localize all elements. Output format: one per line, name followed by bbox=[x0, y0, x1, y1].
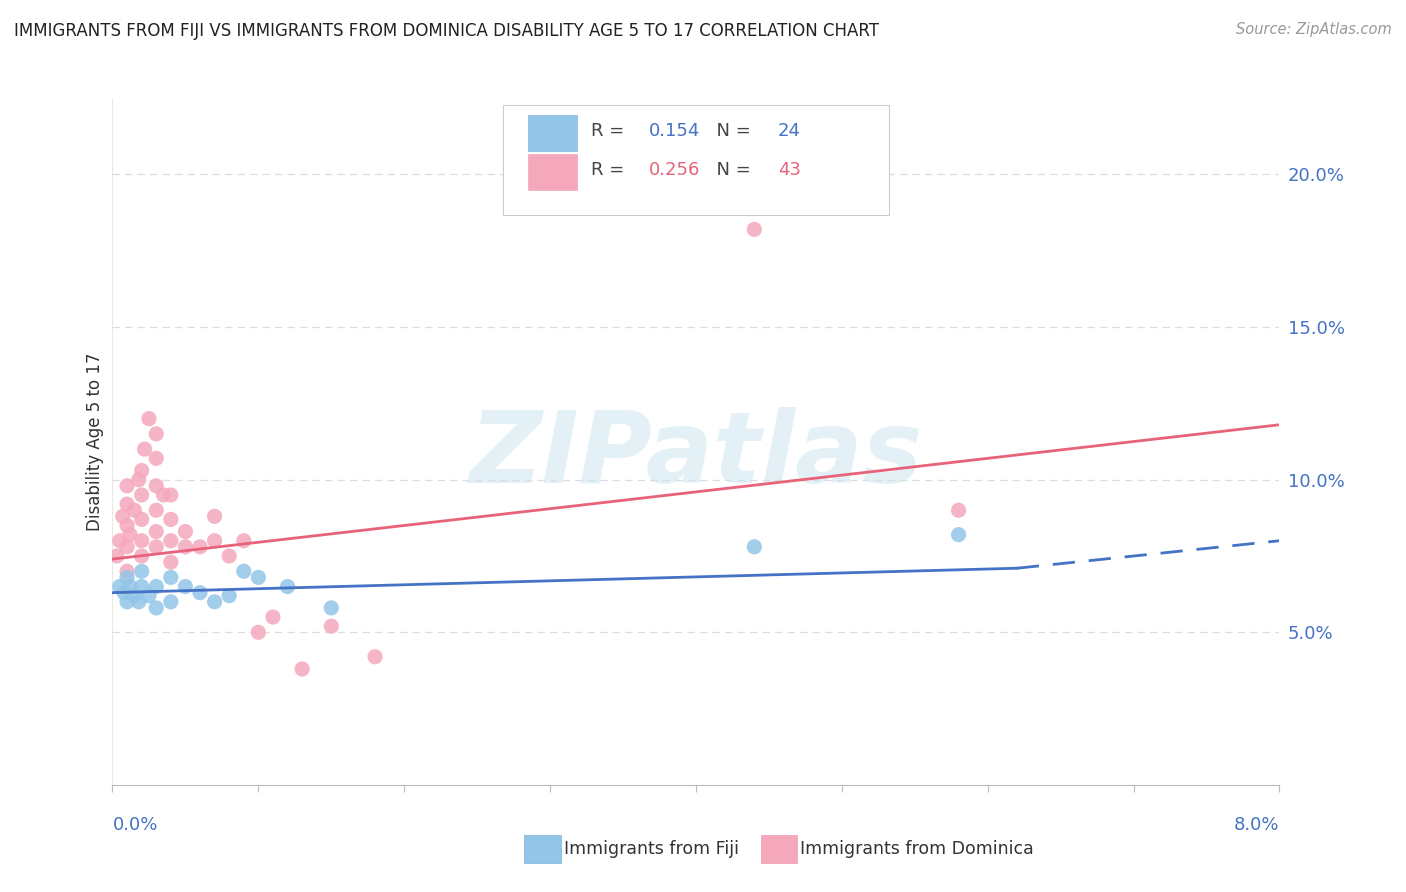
Point bbox=[131, 564, 153, 578]
Point bbox=[145, 601, 167, 615]
Point bbox=[321, 619, 343, 633]
Point bbox=[247, 625, 270, 640]
Point bbox=[118, 527, 141, 541]
Point bbox=[232, 564, 254, 578]
Point bbox=[160, 533, 183, 548]
Point bbox=[138, 411, 160, 425]
Point bbox=[145, 503, 167, 517]
Text: ZIPatlas: ZIPatlas bbox=[470, 407, 922, 504]
Point bbox=[145, 479, 167, 493]
Point bbox=[131, 488, 153, 502]
Y-axis label: Disability Age 5 to 17: Disability Age 5 to 17 bbox=[86, 352, 104, 531]
FancyBboxPatch shape bbox=[527, 115, 576, 151]
Text: R =: R = bbox=[591, 122, 630, 140]
Point bbox=[115, 479, 138, 493]
Point bbox=[232, 533, 254, 548]
Point bbox=[160, 595, 183, 609]
Point bbox=[145, 540, 167, 554]
Point bbox=[115, 595, 138, 609]
Point bbox=[174, 524, 197, 539]
Text: 43: 43 bbox=[778, 161, 800, 179]
Text: N =: N = bbox=[706, 161, 756, 179]
Point bbox=[111, 509, 134, 524]
Point bbox=[128, 473, 150, 487]
Point bbox=[204, 595, 226, 609]
Point bbox=[948, 527, 970, 541]
Point bbox=[124, 503, 146, 517]
Text: 0.154: 0.154 bbox=[650, 122, 700, 140]
Point bbox=[108, 580, 131, 594]
Point bbox=[188, 585, 211, 599]
Point bbox=[115, 518, 138, 533]
Point bbox=[291, 662, 314, 676]
FancyBboxPatch shape bbox=[527, 154, 576, 190]
Point bbox=[218, 589, 240, 603]
Point bbox=[145, 524, 167, 539]
Point bbox=[118, 580, 141, 594]
Point bbox=[247, 570, 270, 584]
Point bbox=[160, 488, 183, 502]
Point bbox=[742, 222, 765, 236]
FancyBboxPatch shape bbox=[503, 105, 889, 215]
Point bbox=[145, 451, 167, 466]
Point bbox=[131, 512, 153, 526]
Point bbox=[131, 580, 153, 594]
Point bbox=[948, 503, 970, 517]
Point bbox=[276, 580, 298, 594]
Text: 8.0%: 8.0% bbox=[1234, 816, 1279, 834]
Point bbox=[138, 589, 160, 603]
Point bbox=[742, 540, 765, 554]
Point bbox=[128, 595, 150, 609]
Text: Source: ZipAtlas.com: Source: ZipAtlas.com bbox=[1236, 22, 1392, 37]
Point bbox=[152, 488, 174, 502]
Point bbox=[105, 549, 128, 563]
Point bbox=[262, 610, 284, 624]
Point bbox=[124, 589, 146, 603]
Text: N =: N = bbox=[706, 122, 756, 140]
Point bbox=[131, 549, 153, 563]
Point bbox=[204, 509, 226, 524]
Point bbox=[160, 555, 183, 569]
Text: Immigrants from Fiji: Immigrants from Fiji bbox=[564, 840, 738, 858]
Point bbox=[174, 540, 197, 554]
Point bbox=[160, 570, 183, 584]
Text: Immigrants from Dominica: Immigrants from Dominica bbox=[800, 840, 1033, 858]
Point bbox=[188, 540, 211, 554]
Point bbox=[145, 580, 167, 594]
Point bbox=[218, 549, 240, 563]
Text: R =: R = bbox=[591, 161, 630, 179]
Point bbox=[108, 533, 131, 548]
Point bbox=[115, 497, 138, 511]
Text: 24: 24 bbox=[778, 122, 800, 140]
Point bbox=[115, 540, 138, 554]
Point bbox=[321, 601, 343, 615]
Point bbox=[115, 564, 138, 578]
Point bbox=[145, 426, 167, 441]
Text: 0.0%: 0.0% bbox=[112, 816, 157, 834]
Point bbox=[131, 464, 153, 478]
Point bbox=[364, 649, 387, 664]
Point bbox=[160, 512, 183, 526]
Point bbox=[134, 442, 156, 457]
Point bbox=[112, 585, 135, 599]
Text: IMMIGRANTS FROM FIJI VS IMMIGRANTS FROM DOMINICA DISABILITY AGE 5 TO 17 CORRELAT: IMMIGRANTS FROM FIJI VS IMMIGRANTS FROM … bbox=[14, 22, 879, 40]
Point bbox=[174, 580, 197, 594]
Text: 0.256: 0.256 bbox=[650, 161, 700, 179]
Point bbox=[204, 533, 226, 548]
Point bbox=[115, 570, 138, 584]
Point bbox=[131, 533, 153, 548]
